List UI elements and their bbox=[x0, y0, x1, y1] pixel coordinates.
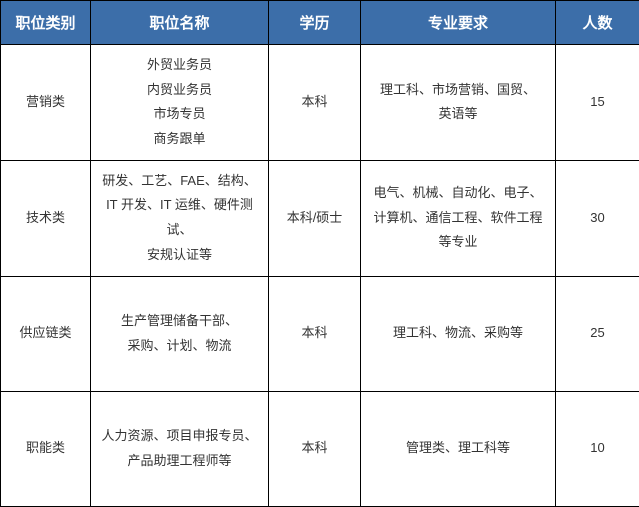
cell-edu: 本科 bbox=[269, 391, 361, 506]
name-line: 生产管理储备干部、 bbox=[97, 309, 262, 334]
cell-category: 技术类 bbox=[1, 160, 91, 276]
major-line: 电气、机械、自动化、电子、 bbox=[367, 181, 549, 206]
table-body: 营销类外贸业务员内贸业务员市场专员商务跟单本科理工科、市场营销、国贸、英语等15… bbox=[1, 45, 639, 507]
cell-name: 人力资源、项目申报专员、产品助理工程师等 bbox=[91, 391, 269, 506]
cell-name: 外贸业务员内贸业务员市场专员商务跟单 bbox=[91, 45, 269, 161]
table-header-row: 职位类别 职位名称 学历 专业要求 人数 bbox=[1, 1, 639, 45]
name-line: 外贸业务员 bbox=[97, 53, 262, 78]
cell-count: 15 bbox=[556, 45, 639, 161]
cell-name: 研发、工艺、FAE、结构、IT 开发、IT 运维、硬件测试、安规认证等 bbox=[91, 160, 269, 276]
major-line: 理工科、物流、采购等 bbox=[367, 321, 549, 346]
name-line: 内贸业务员 bbox=[97, 78, 262, 103]
cell-major: 管理类、理工科等 bbox=[361, 391, 556, 506]
name-line: 研发、工艺、FAE、结构、 bbox=[97, 169, 262, 194]
major-line: 计算机、通信工程、软件工程 bbox=[367, 206, 549, 231]
name-line: IT 开发、IT 运维、硬件测试、 bbox=[97, 193, 262, 242]
header-edu: 学历 bbox=[269, 1, 361, 45]
table-row: 职能类人力资源、项目申报专员、产品助理工程师等本科管理类、理工科等 10 bbox=[1, 391, 639, 506]
major-line: 理工科、市场营销、国贸、 bbox=[367, 78, 549, 103]
name-line: 采购、计划、物流 bbox=[97, 334, 262, 359]
job-listing-table: 职位类别 职位名称 学历 专业要求 人数 营销类外贸业务员内贸业务员市场专员商务… bbox=[0, 0, 639, 507]
cell-major: 电气、机械、自动化、电子、计算机、通信工程、软件工程等专业 bbox=[361, 160, 556, 276]
table-row: 技术类研发、工艺、FAE、结构、IT 开发、IT 运维、硬件测试、安规认证等本科… bbox=[1, 160, 639, 276]
name-line: 安规认证等 bbox=[97, 243, 262, 268]
cell-major: 理工科、市场营销、国贸、英语等 bbox=[361, 45, 556, 161]
major-line: 等专业 bbox=[367, 230, 549, 255]
cell-count: 30 bbox=[556, 160, 639, 276]
name-line: 商务跟单 bbox=[97, 127, 262, 152]
cell-name: 生产管理储备干部、采购、计划、物流 bbox=[91, 276, 269, 391]
cell-category: 职能类 bbox=[1, 391, 91, 506]
cell-edu: 本科/硕士 bbox=[269, 160, 361, 276]
cell-edu: 本科 bbox=[269, 276, 361, 391]
major-line: 英语等 bbox=[367, 102, 549, 127]
name-line: 人力资源、项目申报专员、 bbox=[97, 424, 262, 449]
name-line: 产品助理工程师等 bbox=[97, 449, 262, 474]
table-row: 供应链类生产管理储备干部、采购、计划、物流本科理工科、物流、采购等 25 bbox=[1, 276, 639, 391]
major-line: 管理类、理工科等 bbox=[367, 436, 549, 461]
cell-major: 理工科、物流、采购等 bbox=[361, 276, 556, 391]
cell-category: 供应链类 bbox=[1, 276, 91, 391]
header-category: 职位类别 bbox=[1, 1, 91, 45]
cell-count: 25 bbox=[556, 276, 639, 391]
table-row: 营销类外贸业务员内贸业务员市场专员商务跟单本科理工科、市场营销、国贸、英语等15 bbox=[1, 45, 639, 161]
cell-edu: 本科 bbox=[269, 45, 361, 161]
name-line: 市场专员 bbox=[97, 102, 262, 127]
cell-category: 营销类 bbox=[1, 45, 91, 161]
cell-count: 10 bbox=[556, 391, 639, 506]
header-count: 人数 bbox=[556, 1, 639, 45]
header-major: 专业要求 bbox=[361, 1, 556, 45]
header-name: 职位名称 bbox=[91, 1, 269, 45]
